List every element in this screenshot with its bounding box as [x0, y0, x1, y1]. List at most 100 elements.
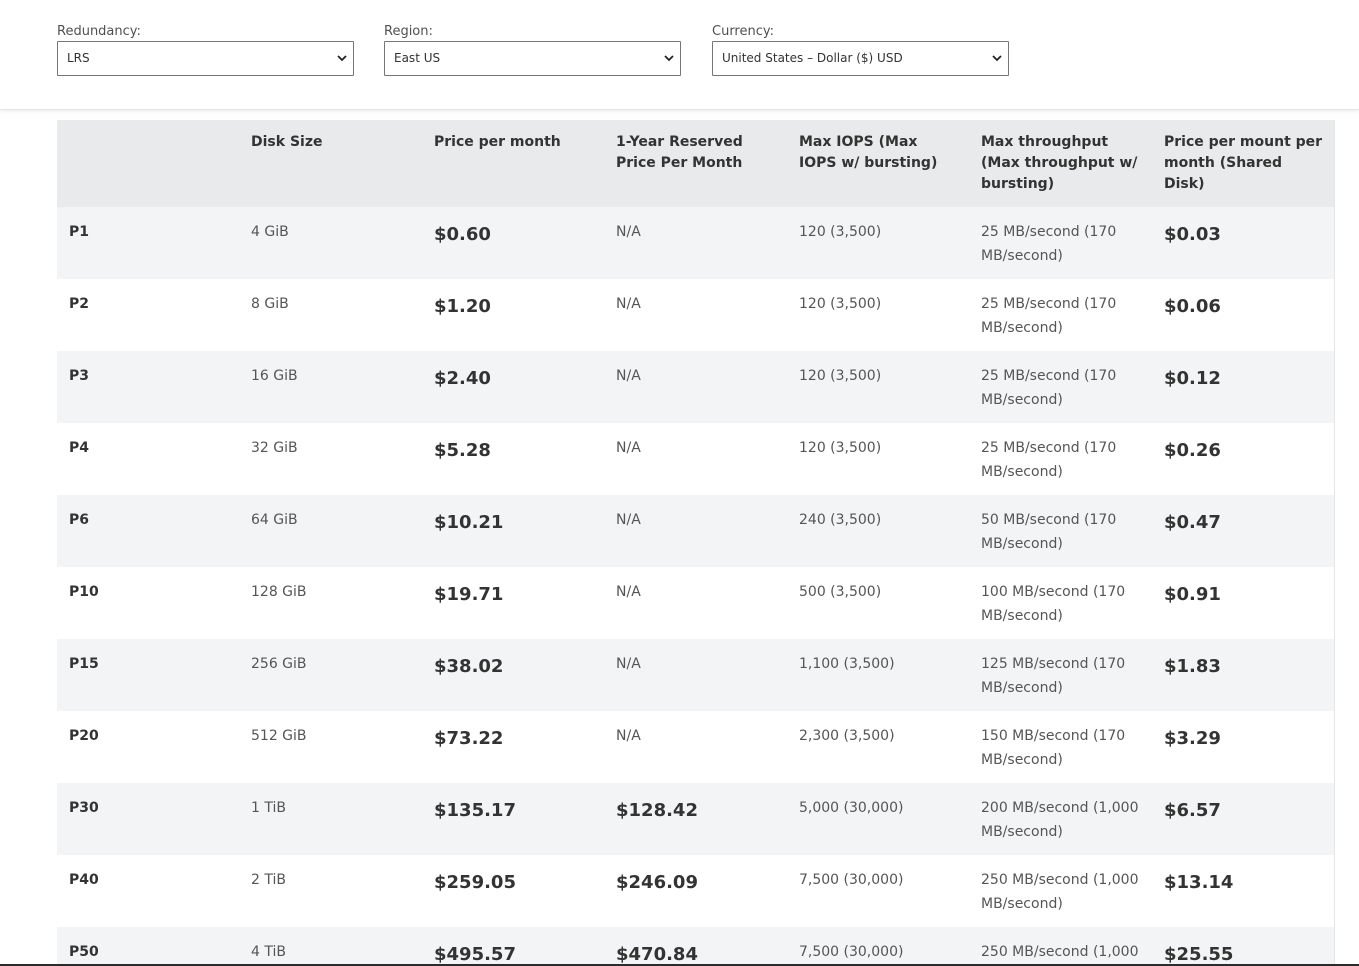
price-cell: $19.71: [434, 584, 504, 605]
iops-cell: 7,500 (30,000): [799, 944, 904, 960]
redundancy-filter: Redundancy: LRS: [57, 23, 354, 76]
disk-size-cell: 128 GiB: [251, 584, 307, 600]
iops-cell: 500 (3,500): [799, 584, 882, 600]
table-header-row: Disk Size Price per month 1-Year Reserve…: [57, 120, 1334, 207]
reserved-price-cell: N/A: [616, 440, 641, 456]
pricing-table-container: Disk Size Price per month 1-Year Reserve…: [57, 120, 1335, 966]
throughput-cell: 250 MB/second (1,000 MB/second): [981, 872, 1139, 912]
tier-cell: P3: [69, 368, 90, 384]
reserved-price-cell: $128.42: [616, 800, 698, 821]
redundancy-label: Redundancy:: [57, 24, 141, 39]
chevron-down-icon: [337, 55, 347, 62]
iops-cell: 120 (3,500): [799, 296, 882, 312]
price-cell: $1.20: [434, 296, 491, 317]
throughput-cell: 25 MB/second (170 MB/second): [981, 296, 1117, 336]
price-cell: $0.60: [434, 224, 491, 245]
shared-price-cell: $0.06: [1164, 296, 1221, 317]
disk-size-cell: 512 GiB: [251, 728, 307, 744]
shared-price-cell: $13.14: [1164, 872, 1234, 893]
disk-size-cell: 32 GiB: [251, 440, 298, 456]
table-row: P15 256 GiB $38.02 N/A 1,100 (3,500) 125…: [57, 639, 1334, 711]
shared-price-cell: $6.57: [1164, 800, 1221, 821]
table-row: P50 4 TiB $495.57 $470.84 7,500 (30,000)…: [57, 927, 1334, 966]
shared-price-cell: $0.26: [1164, 440, 1221, 461]
region-label: Region:: [384, 24, 433, 39]
currency-filter: Currency: United States – Dollar ($) USD: [712, 23, 1009, 76]
throughput-cell: 200 MB/second (1,000 MB/second): [981, 800, 1139, 840]
price-cell: $135.17: [434, 800, 516, 821]
throughput-cell: 250 MB/second (1,000 MB/second): [981, 944, 1139, 960]
redundancy-select[interactable]: LRS: [57, 41, 354, 76]
currency-select[interactable]: United States – Dollar ($) USD: [712, 41, 1009, 76]
region-selected-value: East US: [394, 51, 441, 65]
reserved-price-cell: $470.84: [616, 944, 698, 965]
disk-size-cell: 16 GiB: [251, 368, 298, 384]
header-max-throughput: Max throughput (Max throughput w/ bursti…: [981, 134, 1138, 192]
shared-price-cell: $3.29: [1164, 728, 1221, 749]
iops-cell: 5,000 (30,000): [799, 800, 904, 816]
table-row: P1 4 GiB $0.60 N/A 120 (3,500) 25 MB/sec…: [57, 207, 1334, 279]
tier-cell: P30: [69, 800, 99, 816]
tier-cell: P40: [69, 872, 99, 888]
currency-label: Currency:: [712, 24, 775, 39]
header-max-iops: Max IOPS (Max IOPS w/ bursting): [799, 134, 938, 171]
header-price-per-month: Price per month: [434, 134, 561, 150]
reserved-price-cell: N/A: [616, 368, 641, 384]
iops-cell: 1,100 (3,500): [799, 656, 895, 672]
reserved-price-cell: N/A: [616, 584, 641, 600]
throughput-cell: 25 MB/second (170 MB/second): [981, 440, 1117, 480]
header-shared-disk-price: Price per mount per month (Shared Disk): [1164, 134, 1323, 192]
tier-cell: P15: [69, 656, 99, 672]
iops-cell: 2,300 (3,500): [799, 728, 895, 744]
pricing-table: Disk Size Price per month 1-Year Reserve…: [57, 120, 1334, 966]
reserved-price-cell: $246.09: [616, 872, 698, 893]
reserved-price-cell: N/A: [616, 728, 641, 744]
reserved-price-cell: N/A: [616, 656, 641, 672]
iops-cell: 240 (3,500): [799, 512, 882, 528]
table-row: P20 512 GiB $73.22 N/A 2,300 (3,500) 150…: [57, 711, 1334, 783]
price-cell: $2.40: [434, 368, 491, 389]
disk-size-cell: 8 GiB: [251, 296, 289, 312]
tier-cell: P6: [69, 512, 90, 528]
table-row: P3 16 GiB $2.40 N/A 120 (3,500) 25 MB/se…: [57, 351, 1334, 423]
table-row: P4 32 GiB $5.28 N/A 120 (3,500) 25 MB/se…: [57, 423, 1334, 495]
throughput-cell: 100 MB/second (170 MB/second): [981, 584, 1126, 624]
throughput-cell: 25 MB/second (170 MB/second): [981, 368, 1117, 408]
throughput-cell: 125 MB/second (170 MB/second): [981, 656, 1126, 696]
shared-price-cell: $0.91: [1164, 584, 1221, 605]
currency-selected-value: United States – Dollar ($) USD: [722, 51, 903, 65]
shared-price-cell: $0.12: [1164, 368, 1221, 389]
reserved-price-cell: N/A: [616, 512, 641, 528]
shared-price-cell: $0.47: [1164, 512, 1221, 533]
region-filter: Region: East US: [384, 23, 681, 76]
chevron-down-icon: [664, 55, 674, 62]
table-row: P40 2 TiB $259.05 $246.09 7,500 (30,000)…: [57, 855, 1334, 927]
throughput-cell: 150 MB/second (170 MB/second): [981, 728, 1126, 768]
filters-bar: Redundancy: LRS Region: East US Currency…: [0, 0, 1359, 110]
region-select[interactable]: East US: [384, 41, 681, 76]
price-cell: $73.22: [434, 728, 504, 749]
table-row: P30 1 TiB $135.17 $128.42 5,000 (30,000)…: [57, 783, 1334, 855]
price-cell: $10.21: [434, 512, 504, 533]
disk-size-cell: 64 GiB: [251, 512, 298, 528]
iops-cell: 120 (3,500): [799, 440, 882, 456]
chevron-down-icon: [992, 55, 1002, 62]
tier-cell: P2: [69, 296, 90, 312]
iops-cell: 120 (3,500): [799, 224, 882, 240]
header-disk-size: Disk Size: [251, 134, 323, 150]
tier-cell: P10: [69, 584, 99, 600]
table-row: P2 8 GiB $1.20 N/A 120 (3,500) 25 MB/sec…: [57, 279, 1334, 351]
tier-cell: P50: [69, 944, 99, 960]
shared-price-cell: $1.83: [1164, 656, 1221, 677]
disk-size-cell: 2 TiB: [251, 872, 286, 888]
disk-size-cell: 4 GiB: [251, 224, 289, 240]
price-cell: $38.02: [434, 656, 504, 677]
shared-price-cell: $0.03: [1164, 224, 1221, 245]
price-cell: $495.57: [434, 944, 516, 965]
table-row: P10 128 GiB $19.71 N/A 500 (3,500) 100 M…: [57, 567, 1334, 639]
shared-price-cell: $25.55: [1164, 944, 1234, 965]
redundancy-selected-value: LRS: [67, 51, 90, 65]
header-reserved-price: 1-Year Reserved Price Per Month: [616, 134, 743, 171]
disk-size-cell: 256 GiB: [251, 656, 307, 672]
table-row: P6 64 GiB $10.21 N/A 240 (3,500) 50 MB/s…: [57, 495, 1334, 567]
